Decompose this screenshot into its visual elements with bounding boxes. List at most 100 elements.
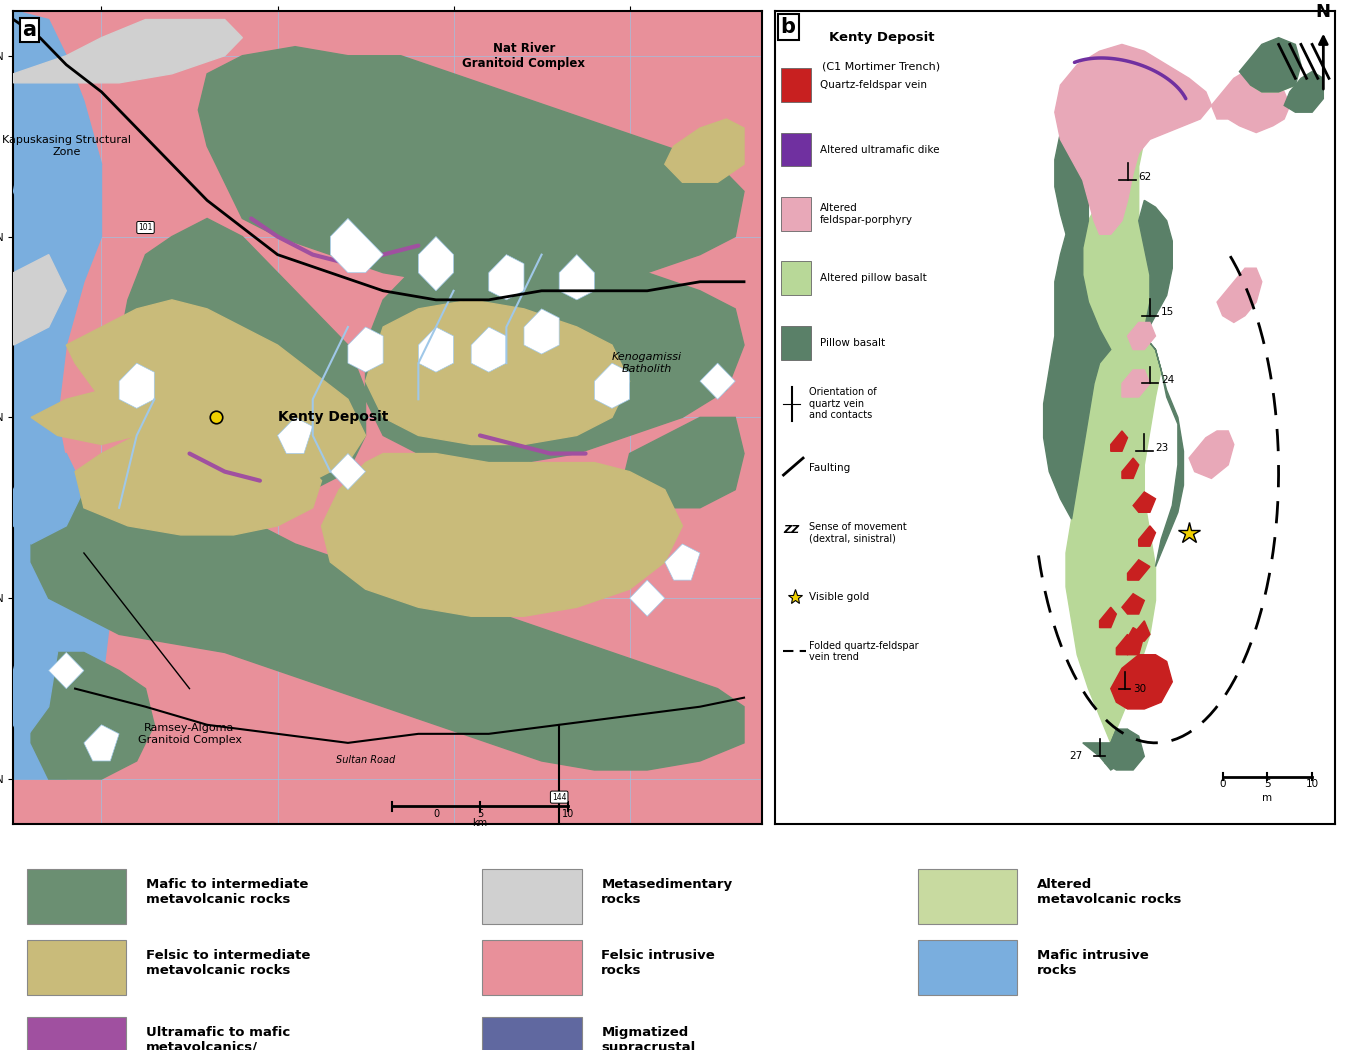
Text: Ramsey-Algoma
Granitoid Complex: Ramsey-Algoma Granitoid Complex — [137, 723, 241, 744]
Polygon shape — [13, 255, 66, 345]
Polygon shape — [1139, 526, 1155, 546]
Text: km: km — [472, 818, 488, 828]
Polygon shape — [119, 218, 365, 508]
Polygon shape — [665, 119, 744, 183]
Polygon shape — [13, 20, 243, 83]
Text: 62: 62 — [1139, 171, 1153, 182]
Polygon shape — [278, 417, 313, 454]
Polygon shape — [1217, 268, 1262, 322]
Text: Pillow basalt: Pillow basalt — [820, 338, 886, 348]
Polygon shape — [1066, 330, 1161, 743]
FancyBboxPatch shape — [918, 869, 1018, 924]
Text: 101: 101 — [139, 223, 152, 232]
Polygon shape — [1134, 330, 1184, 567]
Text: N: N — [1316, 3, 1330, 21]
Text: Kenty Deposit: Kenty Deposit — [278, 411, 388, 424]
Text: Sultan Road: Sultan Road — [336, 756, 395, 765]
Polygon shape — [1054, 85, 1105, 234]
Polygon shape — [348, 327, 383, 372]
Polygon shape — [1122, 458, 1139, 479]
Polygon shape — [1122, 593, 1144, 614]
Polygon shape — [1189, 430, 1233, 479]
Text: b: b — [780, 17, 795, 38]
Polygon shape — [418, 327, 453, 372]
Text: a: a — [23, 20, 36, 40]
Text: Folded quartz-feldspar
vein trend: Folded quartz-feldspar vein trend — [809, 640, 918, 663]
Text: Orientation of
quartz vein
and contacts: Orientation of quartz vein and contacts — [809, 387, 876, 420]
Text: Felsic to intermediate
metavolcanic rocks: Felsic to intermediate metavolcanic rock… — [146, 948, 310, 976]
Text: Ultramafic to mafic
metavolcanics/
intrusive rocks: Ultramafic to mafic metavolcanics/ intru… — [146, 1026, 290, 1050]
Polygon shape — [84, 724, 119, 761]
Bar — [780, 326, 811, 360]
Text: Kapuskasing Structural
Zone: Kapuskasing Structural Zone — [1, 135, 131, 156]
Text: Altered
metavolcanic rocks: Altered metavolcanic rocks — [1038, 878, 1182, 906]
Text: 144: 144 — [551, 793, 566, 801]
Text: Altered pillow basalt: Altered pillow basalt — [820, 273, 926, 284]
Polygon shape — [665, 544, 700, 580]
Text: Altered
feldspar-porphyry: Altered feldspar-porphyry — [820, 203, 913, 225]
Polygon shape — [31, 471, 744, 770]
Polygon shape — [1105, 730, 1144, 770]
FancyBboxPatch shape — [483, 869, 581, 924]
Polygon shape — [418, 236, 453, 291]
Text: 5: 5 — [1264, 779, 1271, 789]
Polygon shape — [1122, 370, 1150, 397]
Text: Visible gold: Visible gold — [809, 592, 869, 602]
Text: 0: 0 — [1220, 779, 1225, 789]
Polygon shape — [13, 119, 101, 236]
Polygon shape — [1082, 79, 1150, 350]
Text: Mafic intrusive
rocks: Mafic intrusive rocks — [1038, 948, 1148, 976]
Polygon shape — [330, 218, 383, 273]
Polygon shape — [621, 417, 744, 508]
Polygon shape — [1127, 322, 1155, 350]
Polygon shape — [13, 616, 58, 743]
Polygon shape — [1134, 492, 1155, 512]
Polygon shape — [330, 454, 365, 489]
Polygon shape — [1100, 607, 1116, 628]
Text: Kenty Deposit: Kenty Deposit — [829, 30, 934, 44]
Polygon shape — [322, 454, 682, 616]
Polygon shape — [472, 327, 507, 372]
Polygon shape — [66, 300, 365, 508]
Polygon shape — [1122, 628, 1144, 655]
FancyBboxPatch shape — [27, 940, 125, 995]
Polygon shape — [700, 363, 735, 399]
Text: 10: 10 — [562, 808, 574, 819]
Text: Altered ultramafic dike: Altered ultramafic dike — [820, 145, 940, 154]
Text: Faulting: Faulting — [809, 463, 851, 474]
Polygon shape — [1139, 201, 1173, 336]
Polygon shape — [31, 391, 154, 444]
Polygon shape — [198, 46, 744, 291]
Text: 24: 24 — [1161, 375, 1174, 385]
Text: Kenogamissi
Batholith: Kenogamissi Batholith — [612, 353, 682, 374]
FancyBboxPatch shape — [483, 940, 581, 995]
Polygon shape — [1116, 634, 1134, 655]
Text: Mafic to intermediate
metavolcanic rocks: Mafic to intermediate metavolcanic rocks — [146, 878, 307, 906]
Polygon shape — [49, 652, 84, 689]
Polygon shape — [365, 300, 630, 444]
Polygon shape — [13, 454, 84, 544]
Polygon shape — [75, 417, 322, 534]
FancyBboxPatch shape — [483, 1016, 581, 1050]
Bar — [780, 261, 811, 295]
Text: 23: 23 — [1155, 443, 1169, 453]
Polygon shape — [594, 363, 630, 408]
Text: Metasedimentary
rocks: Metasedimentary rocks — [601, 878, 732, 906]
Polygon shape — [119, 363, 154, 408]
Polygon shape — [1285, 71, 1324, 112]
Polygon shape — [1239, 38, 1301, 92]
Text: m: m — [1262, 793, 1273, 802]
Text: 27: 27 — [1069, 752, 1082, 761]
Bar — [780, 68, 811, 102]
Text: 15: 15 — [1161, 308, 1174, 317]
Polygon shape — [559, 255, 594, 300]
Polygon shape — [1212, 71, 1290, 132]
Text: Quartz-feldspar vein: Quartz-feldspar vein — [820, 80, 927, 90]
Polygon shape — [1043, 220, 1111, 519]
Bar — [780, 132, 811, 167]
Polygon shape — [489, 255, 524, 300]
Polygon shape — [1127, 560, 1150, 580]
Polygon shape — [1082, 730, 1134, 770]
Polygon shape — [13, 10, 111, 779]
FancyBboxPatch shape — [918, 940, 1018, 995]
